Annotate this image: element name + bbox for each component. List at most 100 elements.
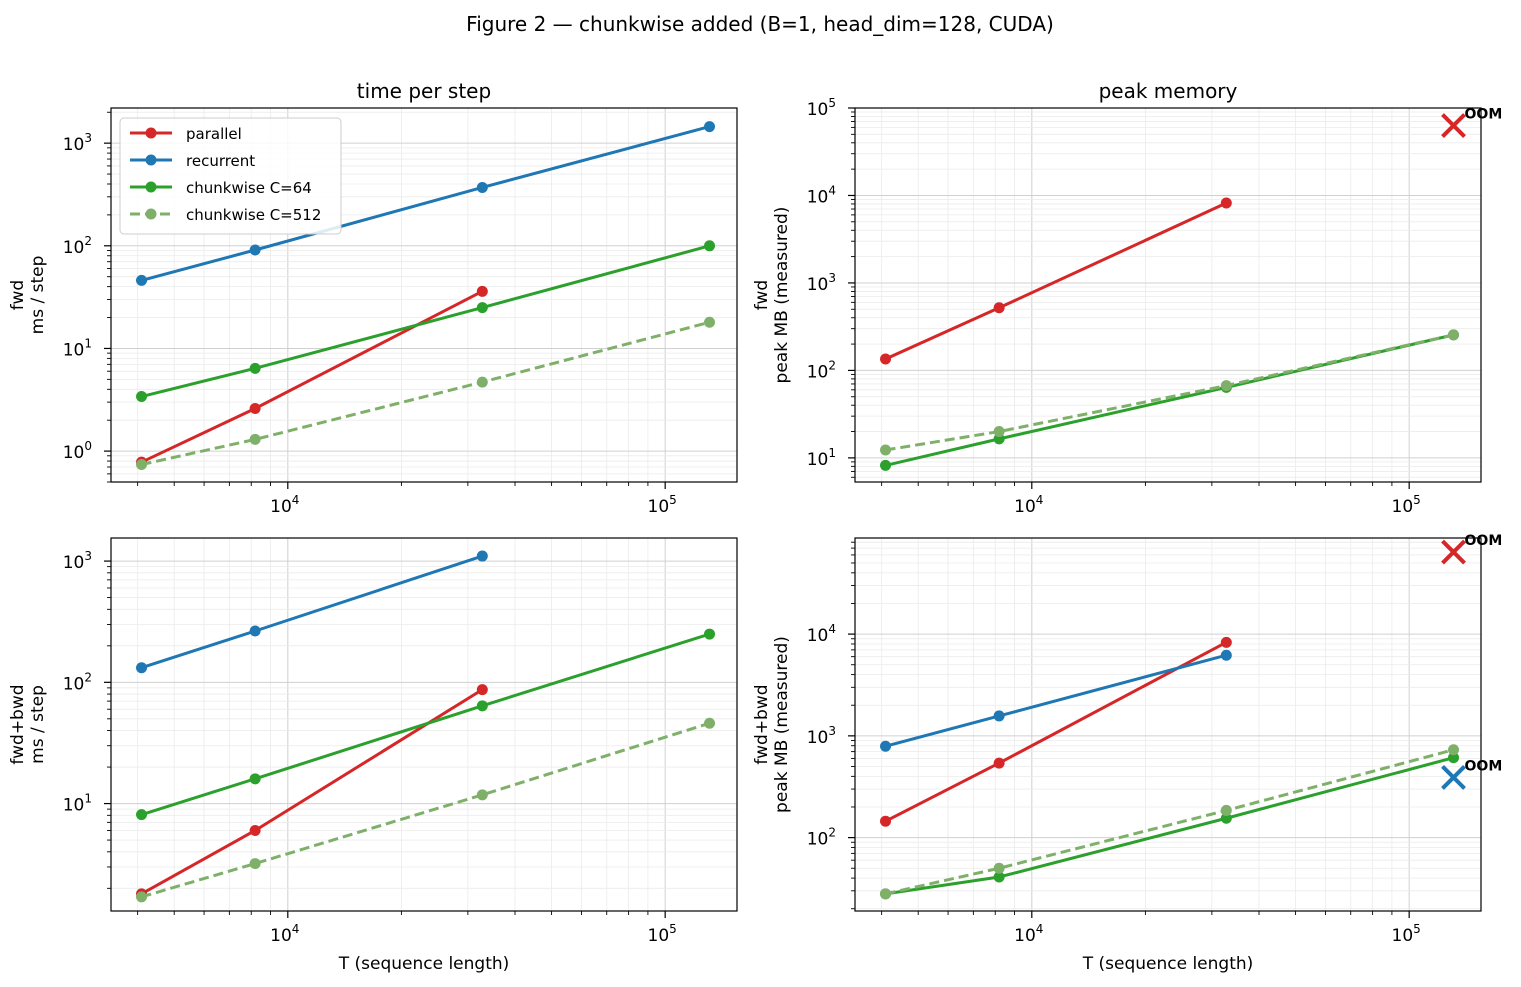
chart-panels: 104 105 100 101 102 103 time per step fwdms / s… — [8, 79, 1502, 974]
data-point — [704, 240, 716, 252]
y-tick-label: 105 — [807, 96, 836, 120]
panel-fwdbwd-mem: 104 105 102 103 104 OOM OOM T (sequence length)… — [752, 533, 1502, 974]
x-tick-label: 105 — [1392, 922, 1421, 946]
series-chunkwise-c-512 — [136, 717, 716, 903]
data-point — [1448, 752, 1460, 764]
panel-fwd-time: 104 105 100 101 102 103 time per step fwdms / s… — [8, 79, 738, 517]
y-axis-label: fwd+bwdms / step — [8, 684, 48, 764]
data-point — [993, 862, 1005, 874]
series-parallel — [880, 197, 1232, 365]
data-point — [136, 274, 148, 286]
data-point — [476, 789, 488, 801]
legend-swatch-marker — [145, 127, 157, 139]
ticks: 104 105 101 102 103 104 105 — [807, 96, 1421, 517]
x-tick-label: 104 — [1014, 493, 1043, 517]
data-point — [476, 700, 488, 712]
data-point — [880, 353, 892, 365]
data-point — [880, 740, 892, 752]
data-point — [1448, 329, 1460, 341]
data-point — [249, 362, 261, 374]
x-tick-label: 104 — [1014, 922, 1043, 946]
data-point — [136, 662, 148, 674]
legend-box — [119, 117, 342, 235]
data-point — [476, 550, 488, 562]
data-point — [476, 285, 488, 297]
y-axis-label: fwd+bwdpeak MB (measured) — [752, 636, 792, 813]
series-recurrent — [136, 550, 488, 674]
y-tick-label: 101 — [63, 336, 92, 360]
y-tick-label: 101 — [63, 792, 92, 816]
axes-frame — [110, 537, 738, 912]
series-line — [885, 333, 1454, 467]
y-tick-label: 100 — [63, 439, 92, 463]
data-point — [993, 871, 1005, 883]
data-point — [993, 757, 1005, 769]
legend-label: chunkwise C=64 — [186, 179, 312, 197]
data-point — [993, 302, 1005, 314]
x-tick-label: 105 — [1392, 493, 1421, 517]
grid — [855, 107, 1481, 482]
data-point — [704, 628, 716, 640]
y-tick-label: 102 — [807, 358, 836, 382]
data-point — [136, 391, 148, 403]
legend-swatch-marker — [145, 154, 157, 166]
data-point — [249, 244, 261, 256]
legend-label: parallel — [186, 125, 242, 143]
data-point — [249, 625, 261, 637]
y-tick-label: 104 — [807, 622, 836, 646]
data-point — [249, 433, 261, 445]
data-point — [136, 459, 148, 471]
data-point — [704, 121, 716, 133]
data-point — [249, 773, 261, 785]
series-chunkwise-c-512 — [880, 329, 1460, 456]
series-line — [141, 320, 710, 466]
panel-fwdbwd-time: 104 105 101 102 103 T (sequence length) fwd+bw… — [8, 537, 738, 974]
legend-label: recurrent — [186, 152, 255, 170]
y-tick-label: 102 — [63, 670, 92, 694]
axes-frame — [854, 537, 1482, 912]
oom-label: OOM — [1465, 758, 1503, 774]
x-tick-label: 104 — [270, 922, 299, 946]
series-chunkwise-c-64 — [880, 329, 1460, 471]
data-point — [880, 888, 892, 900]
axes-frame — [110, 107, 738, 483]
series-chunkwise-c-64 — [136, 628, 716, 821]
panel-title: time per step — [357, 79, 491, 103]
data-point — [476, 302, 488, 314]
grid — [855, 538, 1481, 911]
grid — [111, 538, 737, 911]
ticks: 104 105 102 103 104 — [807, 541, 1421, 946]
y-tick-label: 104 — [807, 183, 836, 207]
data-point — [1220, 636, 1232, 648]
oom-marker: OOM — [1441, 107, 1502, 138]
oom-cross-stroke — [1441, 765, 1466, 790]
data-point — [993, 426, 1005, 438]
series-parallel — [136, 684, 488, 900]
series-line — [885, 333, 1454, 452]
data-point — [880, 459, 892, 471]
series-line — [885, 748, 1454, 896]
data-point — [704, 316, 716, 328]
panel-fwd-mem: 104 105 101 102 103 104 105 OOM peak memory fwdpe… — [752, 79, 1502, 517]
data-point — [136, 891, 148, 903]
legend-label: chunkwise C=512 — [186, 206, 321, 224]
data-point — [1220, 197, 1232, 209]
data-point — [1220, 804, 1232, 816]
series-line — [885, 756, 1454, 896]
data-point — [249, 824, 261, 836]
data-point — [476, 684, 488, 696]
series-line — [140, 688, 484, 896]
oom-marker: OOM — [1441, 758, 1503, 790]
data-point — [249, 858, 261, 870]
data-point — [1220, 649, 1232, 661]
data-point — [880, 444, 892, 456]
axes-frame — [854, 107, 1482, 483]
series-line — [141, 244, 710, 398]
data-point — [1220, 812, 1232, 824]
series-line — [140, 290, 484, 464]
x-axis-label: T (sequence length) — [338, 954, 510, 974]
series-recurrent — [136, 121, 716, 286]
y-axis-label: fwdms / step — [8, 256, 48, 335]
x-tick-label: 105 — [648, 493, 677, 517]
